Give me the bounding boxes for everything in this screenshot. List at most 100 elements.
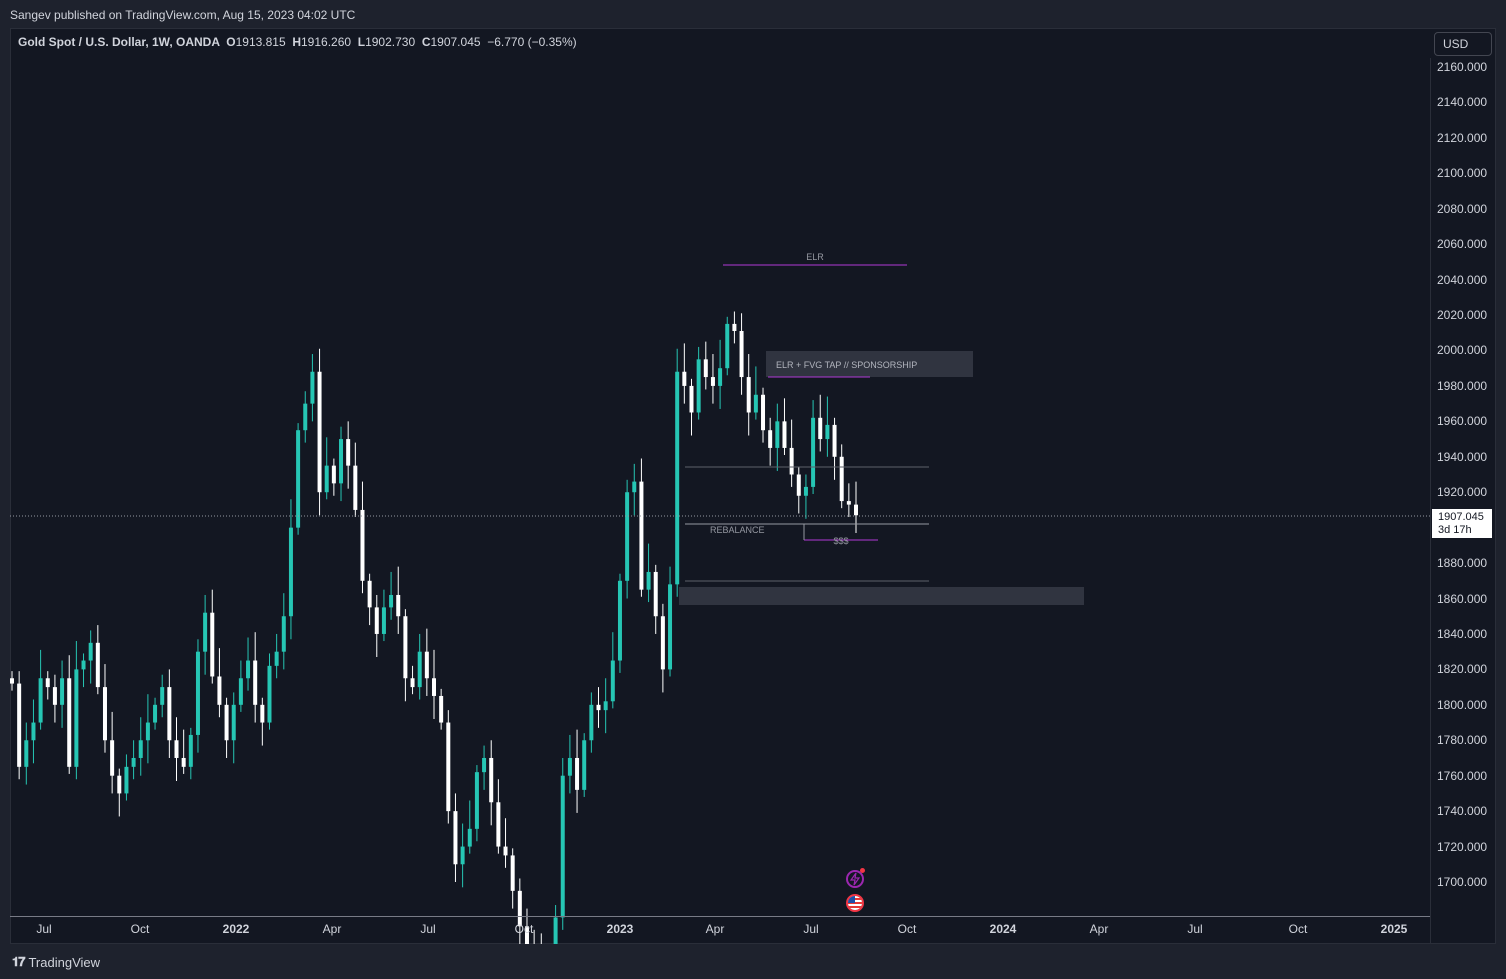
candle-body [668,584,673,670]
candle-body [303,403,308,431]
candle-body [381,607,386,634]
price-tick-label: 2060.000 [1437,237,1488,252]
fvg-label: ELR + FVG TAP // SPONSORSHIP [776,360,917,370]
candle-body [403,616,408,679]
symbol-title: Gold Spot / U.S. Dollar, 1W, OANDA [18,35,220,49]
candle-body [775,421,780,448]
price-tick-label: 1980.000 [1437,378,1488,393]
candle-body [203,612,208,652]
price-tick-label: 1860.000 [1437,591,1488,606]
candle-body [803,486,808,496]
candle-body [732,323,737,331]
candle-body [38,678,43,723]
candle-body [246,660,251,679]
candle-body [410,678,415,688]
candle-body [503,846,508,856]
candle-body [446,722,451,812]
candle-body [517,890,522,927]
candle-body [696,359,701,413]
candle-body [288,527,293,617]
candle-body [789,447,794,475]
candle-body [589,704,594,741]
candle-body [854,504,858,516]
candle-body [560,775,565,918]
candle-body [231,704,236,741]
us-flag-icon[interactable] [846,894,864,912]
published-info: Sangev published on TradingView.com, Aug… [10,8,356,22]
lightning-icon[interactable] [846,868,865,888]
tradingview-brand[interactable]: 𝟏𝟕 TradingView [12,954,100,970]
time-tick-label: 2022 [222,922,250,936]
candle-body [260,704,265,723]
candle-body [832,424,837,457]
candle-body [31,722,36,741]
candle-body [396,594,401,617]
candle-body [174,740,179,758]
candle-body [596,704,601,711]
candle-body [761,394,766,431]
candle-body [274,651,279,666]
candle-body [181,757,186,767]
demand-zone-box [679,587,1084,605]
candle-body [632,481,637,493]
candle-body [296,430,301,528]
candle-body [10,678,14,684]
candle-body [324,465,329,493]
time-tick-label: Jul [420,922,436,936]
candle-body [267,665,272,723]
candle-body [460,846,465,865]
candle-body [417,651,422,688]
candle-body [224,704,229,741]
time-tick-label: Oct [897,922,917,936]
candle-body [88,642,93,661]
candle-body [575,757,580,790]
candle-body [675,371,680,585]
chart-frame[interactable] [10,28,1496,944]
candle-body [496,802,501,847]
top-bar: Sangev published on TradingView.com, Aug… [0,0,1506,28]
candle-body [17,683,22,767]
candle-body [353,465,358,510]
candle-body [567,757,572,776]
time-tick-label: Oct [514,922,534,936]
candle-body [389,594,394,608]
candle-body [474,772,479,829]
time-tick-label: Jul [803,922,819,936]
current-price-label: 1907.045 3d 17h [1432,509,1492,538]
price-tick-label: 2080.000 [1437,201,1488,216]
candle-body [839,456,844,502]
price-tick-label: 2160.000 [1437,60,1488,74]
candle-body [346,439,351,466]
price-tick-label: 1920.000 [1437,485,1488,500]
candle-body [646,571,651,590]
candle-body [253,660,258,705]
candle-body [603,701,608,711]
currency-button[interactable]: USD [1434,32,1492,56]
time-axis-border [10,916,1430,917]
time-tick-label: 2024 [989,922,1017,936]
time-tick-label: Oct [130,922,150,936]
candle-body [138,740,143,758]
candle-body [238,678,243,705]
time-tick-label: Jul [1187,922,1203,936]
candle-body [818,417,823,440]
candle-body [617,580,622,661]
candle-body [145,722,150,741]
elr-label: ELR [806,252,824,262]
time-tick-label: 2025 [1380,922,1408,936]
candle-body [317,371,322,493]
candle-body [660,616,665,670]
liquidity-label: $$$ [833,536,848,546]
candle-body [217,676,222,705]
symbol-legend: Gold Spot / U.S. Dollar, 1W, OANDA O1913… [18,35,577,49]
price-tick-label: 1800.000 [1437,697,1488,712]
candle-body [467,828,472,847]
tradingview-logo-icon: 𝟏𝟕 [12,954,26,969]
price-tick-label: 1760.000 [1437,768,1488,783]
price-tick-label: 2140.000 [1437,95,1488,110]
candle-body [682,371,687,386]
candle-body [374,607,379,634]
candle-body [60,678,65,705]
price-tick-label: 2040.000 [1437,272,1488,287]
